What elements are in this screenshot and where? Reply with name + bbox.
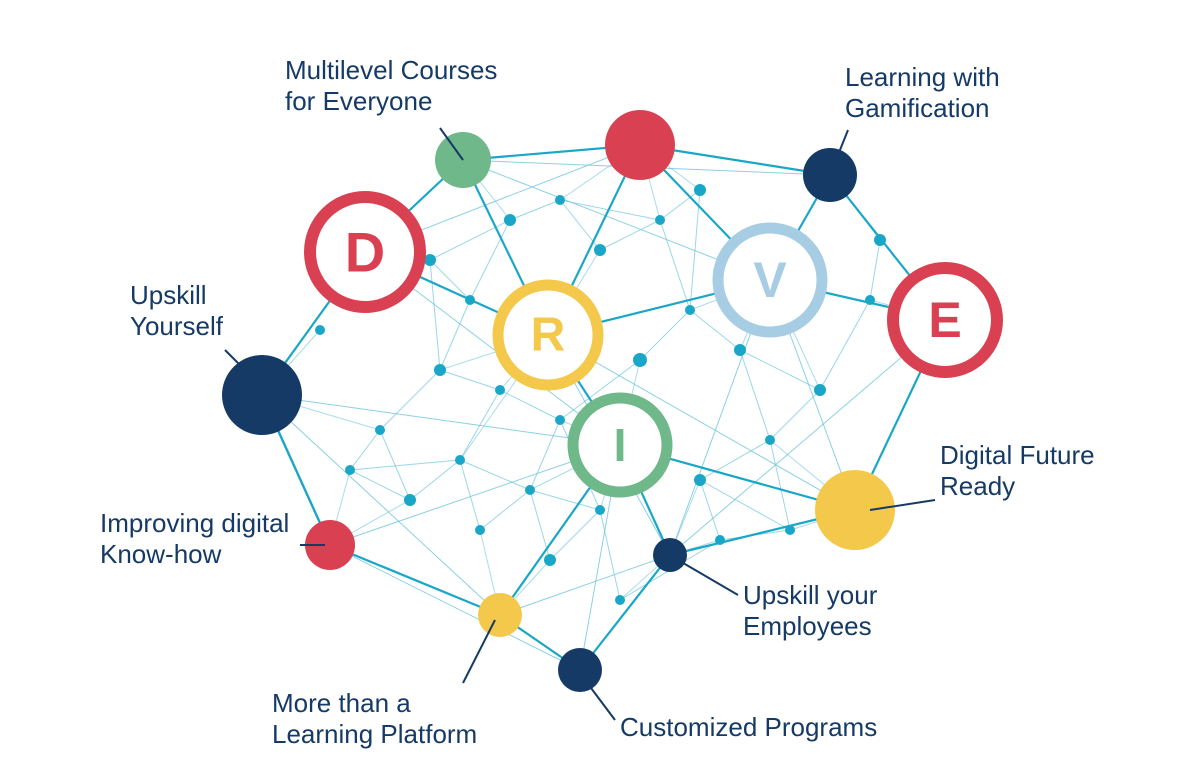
label-future: Digital Future Ready — [940, 440, 1095, 501]
mesh-dot — [475, 525, 485, 535]
letter-nodes: D R I V E — [310, 197, 997, 492]
label-multilevel: Multilevel Courses for Everyone — [285, 55, 497, 116]
mesh-dot — [404, 494, 416, 506]
mesh-dot — [615, 595, 625, 605]
mesh-dot — [595, 505, 605, 515]
node-navy_m — [653, 538, 687, 572]
mesh-dot — [345, 465, 355, 475]
mesh-dot — [504, 214, 516, 226]
letter-I: I — [614, 419, 627, 471]
mesh-dot — [694, 184, 706, 196]
mesh-dot — [455, 455, 465, 465]
mesh-dot — [874, 234, 886, 246]
label-knowhow: Improving digital Know-how — [100, 508, 289, 569]
label-platform: More than a Learning Platform — [272, 688, 477, 749]
mesh-dot — [544, 554, 556, 566]
mesh-dot — [685, 305, 695, 315]
edge-thick — [330, 545, 500, 615]
mesh-dot — [594, 244, 606, 256]
letter-E: E — [928, 292, 961, 348]
mesh-dot — [814, 384, 826, 396]
node-navy_l — [222, 355, 302, 435]
leader-custom — [585, 680, 615, 720]
mesh-dot — [655, 215, 665, 225]
leader-platform — [463, 620, 495, 683]
label-custom: Customized Programs — [620, 712, 877, 743]
letter-R: R — [531, 309, 566, 362]
mesh-dot — [633, 353, 647, 367]
mesh-dot — [555, 415, 565, 425]
mesh-dot — [495, 385, 505, 395]
label-upskill_self: Upskill Yourself — [130, 280, 223, 341]
letter-D: D — [345, 221, 385, 284]
mesh-dot — [734, 344, 746, 356]
edge-thin — [330, 545, 580, 670]
network-diagram: D R I V E — [0, 0, 1200, 782]
letter-V: V — [753, 252, 787, 308]
mesh-dot — [465, 295, 475, 305]
mesh-dot — [434, 364, 446, 376]
mesh-dot — [375, 425, 385, 435]
mesh-dot — [555, 195, 565, 205]
node-navy_b — [558, 648, 602, 692]
mesh-dot — [694, 474, 706, 486]
node-yel_r — [815, 470, 895, 550]
node-yel_bl — [478, 593, 522, 637]
label-upskill_emp: Upskill your Employees — [743, 580, 877, 641]
mesh-dot — [315, 325, 325, 335]
mesh-dot — [765, 435, 775, 445]
mesh-dot — [525, 485, 535, 495]
node-red_top — [605, 110, 675, 180]
mesh-dot — [715, 535, 725, 545]
leader-upskill_emp — [678, 560, 738, 595]
edge-thin — [262, 395, 620, 445]
mesh-dot — [785, 525, 795, 535]
mesh-dot — [865, 295, 875, 305]
label-gamification: Learning with Gamification — [845, 62, 1000, 123]
